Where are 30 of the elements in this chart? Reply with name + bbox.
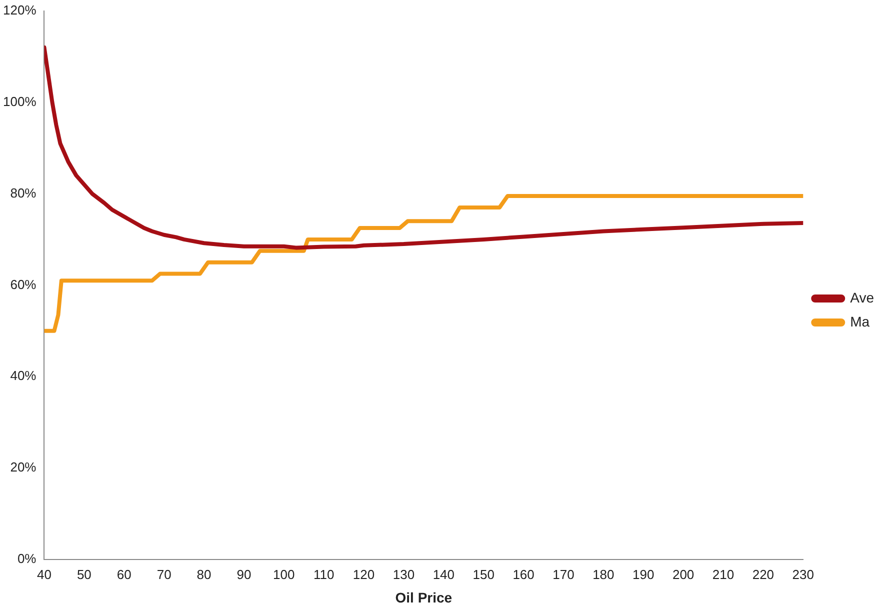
y-tick-label: 120% [3,2,37,18]
x-tick-label: 50 [76,566,92,582]
x-tick-label: 80 [196,566,212,582]
x-tick-label: 40 [37,566,52,582]
x-tick-label: 130 [392,566,415,582]
y-tick-label: 0% [17,551,37,566]
x-tick-label: 190 [632,566,654,582]
x-tick-label: 110 [313,566,334,582]
y-tick-label: 20% [10,460,37,475]
y-tick-label: 80% [10,185,37,200]
legend-label: Ave [850,289,874,306]
x-tick-label: 220 [752,566,774,582]
x-tick-label: 100 [273,566,295,582]
x-tick-label: 200 [672,566,694,582]
x-tick-label: 210 [712,566,734,582]
x-tick-label: 180 [592,566,614,582]
x-tick-label: 150 [472,566,494,582]
x-tick-label: 160 [512,566,534,582]
y-tick-label: 100% [3,94,37,109]
x-tick-label: 90 [236,566,252,582]
y-tick-label: 60% [10,276,37,292]
legend-label: Ma [850,313,870,330]
x-tick-label: 140 [432,566,455,582]
x-tick-label: 230 [792,566,814,582]
x-tick-label: 70 [156,566,172,582]
x-axis-title: Oil Price [395,589,452,606]
x-tick-label: 120 [352,566,375,582]
x-tick-label: 170 [552,566,574,582]
y-tick-label: 40% [10,368,37,384]
x-tick-label: 60 [116,566,132,582]
